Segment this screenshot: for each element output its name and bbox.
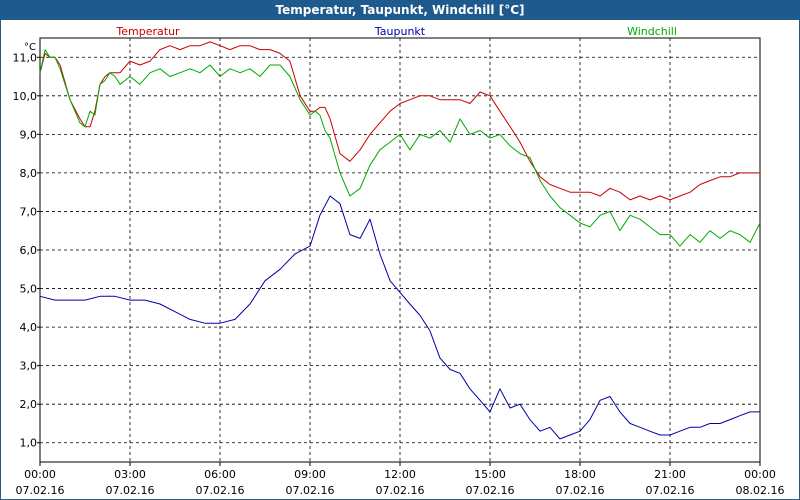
x-tick-labels: 00:00 07.02.16 03:00 07.02.16 06:00 07.02.16 0… <box>16 468 785 497</box>
window-title: Temperatur, Taupunkt, Windchill [°C] <box>0 0 800 20</box>
x-tick-date: 07.02.16 <box>466 484 515 497</box>
x-tick-date: 07.02.16 <box>646 484 695 497</box>
y-tick-label: 4,0 <box>20 321 38 334</box>
series-line-taupunkt <box>39 195 760 440</box>
y-tick-label: 5,0 <box>20 283 38 296</box>
y-tick-label: 6,0 <box>20 244 38 257</box>
y-axis-unit-label: °C <box>24 42 36 53</box>
y-tick-label: 9,0 <box>20 128 38 141</box>
y-tick-label: 7,0 <box>20 205 38 218</box>
legend-taupunkt: Taupunkt <box>374 25 426 38</box>
y-tick-label: 10,0 <box>13 90 38 103</box>
y-tick-label: 1,0 <box>20 437 38 450</box>
x-tick-time: 18:00 <box>564 468 596 481</box>
y-tick-label: 11,0 <box>13 51 38 64</box>
y-tick-label: 3,0 <box>20 360 38 373</box>
x-tick-date: 07.02.16 <box>286 484 335 497</box>
legend-windchill: Windchill <box>627 25 677 38</box>
x-tick-date: 07.02.16 <box>196 484 245 497</box>
x-tick-time: 21:00 <box>654 468 686 481</box>
x-tick-time: 03:00 <box>114 468 146 481</box>
x-tick-date: 08.02.16 <box>736 484 785 497</box>
series-lines <box>39 41 761 440</box>
x-tick-date: 07.02.16 <box>16 484 65 497</box>
x-tick-date: 07.02.16 <box>376 484 425 497</box>
x-tick-time: 00:00 <box>744 468 776 481</box>
x-tick-time: 15:00 <box>474 468 506 481</box>
y-tick-label: 8,0 <box>20 167 38 180</box>
x-tick-time: 00:00 <box>24 468 56 481</box>
legend-temperatur: Temperatur <box>115 25 180 38</box>
x-tick-time: 09:00 <box>294 468 326 481</box>
series-line-windchill <box>39 49 761 247</box>
x-tick-time: 06:00 <box>204 468 236 481</box>
x-tick-time: 12:00 <box>384 468 416 481</box>
x-tick-date: 07.02.16 <box>106 484 155 497</box>
y-tick-labels: 1,0 2,0 3,0 4,0 5,0 6,0 7,0 8,0 9,0 10,0 11,0 <box>13 51 38 449</box>
y-tick-label: 2,0 <box>20 398 38 411</box>
series-line-temperatur <box>39 41 760 201</box>
x-tick-date: 07.02.16 <box>556 484 605 497</box>
